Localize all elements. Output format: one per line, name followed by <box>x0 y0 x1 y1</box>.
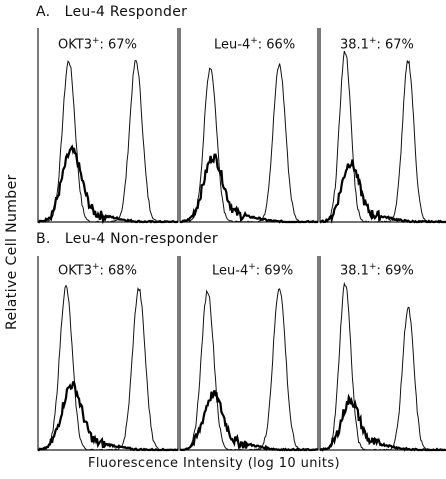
panel-b2-label: Leu-4+: 69% <box>212 262 293 278</box>
histogram-panel-1-1 <box>179 256 319 452</box>
panel-b2-sup: + <box>248 262 256 272</box>
panel-a2-name: Leu-4 <box>214 37 251 53</box>
section-b-letter: B. <box>36 231 51 247</box>
panel-b2-name: Leu-4 <box>212 263 249 279</box>
panel-b1-label: OKT3+: 68% <box>58 262 137 278</box>
panel-a1-label: OKT3+: 67% <box>58 36 137 52</box>
control-histogram-line <box>180 153 318 224</box>
control-histogram-line <box>179 389 319 452</box>
panel-b3-value: : 69% <box>376 263 414 279</box>
stained-histogram-line <box>179 288 319 451</box>
panel-b3-name: 38.1 <box>340 263 369 279</box>
histogram-panel-1-0 <box>37 256 179 452</box>
panel-b2-value: : 69% <box>255 263 294 279</box>
stained-histogram-line <box>319 281 446 451</box>
section-b-label: B. Leu-4 Non-responder <box>36 231 218 247</box>
stained-histogram-line <box>319 50 446 223</box>
section-a-label: A. Leu-4 Responder <box>36 4 187 20</box>
panel-a3-label: 38.1+: 67% <box>340 36 414 52</box>
histogram-panel-0-2 <box>319 28 446 224</box>
control-histogram-line <box>37 144 178 225</box>
panel-a3-name: 38.1 <box>340 37 369 53</box>
panel-frame <box>37 256 179 451</box>
section-a-title: Leu-4 Responder <box>64 4 188 20</box>
histogram-panel-1-2 <box>319 256 446 452</box>
panel-a2-sup: + <box>250 36 258 46</box>
section-b-title: Leu-4 Non-responder <box>64 231 218 247</box>
panel-a1-name: OKT3 <box>58 37 92 53</box>
histogram-panel-0-1 <box>179 28 319 224</box>
panel-b1-sup: + <box>91 262 100 272</box>
panel-b1-value: : 68% <box>99 263 137 279</box>
panel-b3-label: 38.1+: 69% <box>340 262 414 278</box>
section-a-letter: A. <box>36 4 51 20</box>
histogram-panel-0-0 <box>37 28 179 225</box>
control-histogram-line <box>37 380 179 452</box>
panel-frame <box>319 256 446 451</box>
stained-histogram-line <box>180 63 319 223</box>
panel-a2-value: : 66% <box>257 37 296 53</box>
panel-a2-label: Leu-4+: 66% <box>214 36 295 52</box>
panel-frame <box>179 256 319 451</box>
panel-a1-sup: + <box>91 36 100 46</box>
panel-a3-value: : 67% <box>376 37 414 53</box>
panel-b3-sup: + <box>368 262 377 272</box>
control-histogram-line <box>319 159 446 224</box>
control-histogram-line <box>319 393 446 452</box>
panel-a3-sup: + <box>368 36 377 46</box>
x-axis-label: Fluorescence Intensity (log 10 units) <box>88 456 341 471</box>
stained-histogram-line <box>37 59 179 223</box>
panel-a1-value: : 67% <box>99 37 137 53</box>
stained-histogram-line <box>37 284 179 451</box>
panel-b1-name: OKT3 <box>58 263 92 279</box>
